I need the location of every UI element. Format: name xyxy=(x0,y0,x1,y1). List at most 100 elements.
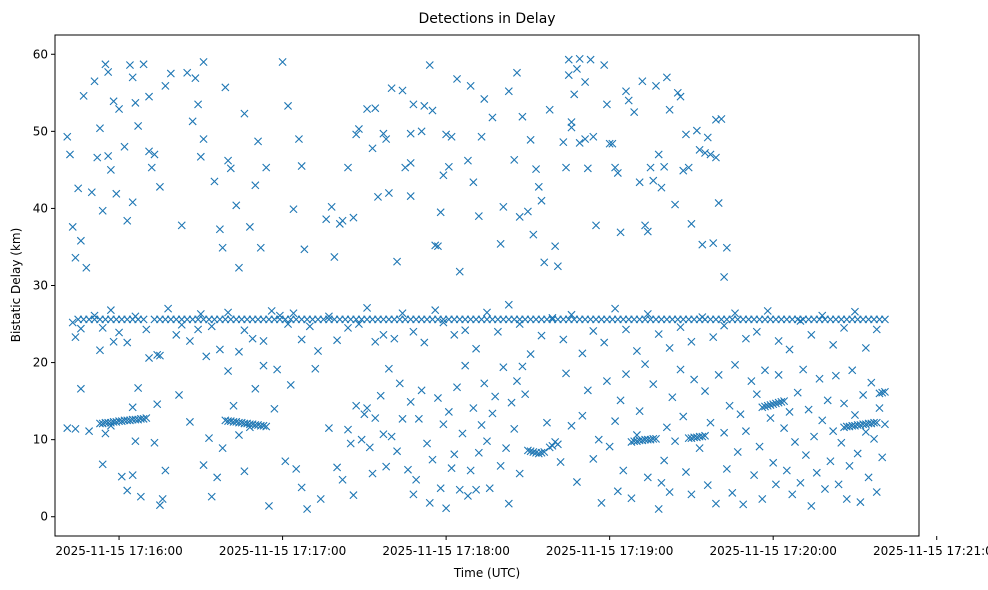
data-point xyxy=(436,208,445,217)
data-point xyxy=(175,390,184,399)
data-point xyxy=(534,182,543,191)
data-point xyxy=(134,121,143,130)
data-point xyxy=(676,92,685,101)
data-point xyxy=(240,109,249,118)
data-point xyxy=(810,432,819,441)
data-point xyxy=(474,212,483,221)
data-point xyxy=(766,414,775,423)
data-point xyxy=(521,390,530,399)
data-point xyxy=(790,437,799,446)
data-point xyxy=(297,162,306,171)
data-point xyxy=(485,484,494,493)
data-point xyxy=(472,344,481,353)
data-point xyxy=(461,361,470,370)
y-tick-label: 40 xyxy=(33,201,48,215)
data-point xyxy=(578,411,587,420)
data-point xyxy=(801,451,810,460)
data-point xyxy=(807,330,816,339)
data-point xyxy=(442,130,451,139)
data-point xyxy=(363,404,372,413)
data-point xyxy=(185,417,194,426)
data-point xyxy=(431,306,440,315)
data-point xyxy=(575,138,584,147)
data-point xyxy=(512,68,521,77)
data-point xyxy=(224,156,233,165)
data-point xyxy=(395,379,404,388)
data-point xyxy=(324,424,333,433)
x-tick-label: 2025-11-15 17:18:00 xyxy=(382,544,509,558)
data-point xyxy=(376,391,385,400)
data-point xyxy=(733,447,742,456)
data-point xyxy=(627,494,636,503)
data-point xyxy=(564,55,573,64)
data-point xyxy=(128,403,137,412)
data-point xyxy=(564,71,573,80)
data-point xyxy=(431,241,440,250)
data-point xyxy=(861,427,870,436)
data-point xyxy=(262,163,271,172)
data-point xyxy=(275,311,284,320)
data-point xyxy=(294,135,303,144)
y-tick-label: 0 xyxy=(40,510,48,524)
data-point xyxy=(349,213,358,222)
data-point xyxy=(711,499,720,508)
data-point xyxy=(245,222,254,231)
data-point xyxy=(635,407,644,416)
data-point xyxy=(774,398,783,407)
data-point xyxy=(480,379,489,388)
data-point xyxy=(496,239,505,248)
data-point xyxy=(559,335,568,344)
data-point xyxy=(878,453,887,462)
data-point xyxy=(123,216,132,225)
data-point xyxy=(425,61,434,70)
data-point xyxy=(398,86,407,95)
data-point xyxy=(842,495,851,503)
data-point xyxy=(752,390,761,399)
data-point xyxy=(581,78,590,87)
data-point xyxy=(131,437,140,446)
y-tick-label: 30 xyxy=(33,279,48,293)
data-point xyxy=(853,449,862,458)
data-point xyxy=(491,392,500,401)
data-point xyxy=(665,488,674,497)
data-point xyxy=(106,421,115,430)
data-point xyxy=(662,73,671,82)
data-point xyxy=(780,424,789,433)
data-point xyxy=(504,300,513,309)
data-point xyxy=(207,322,216,331)
data-point xyxy=(142,325,151,334)
data-point xyxy=(567,421,576,430)
data-point xyxy=(823,396,832,405)
data-point xyxy=(360,410,369,419)
data-point xyxy=(379,430,388,439)
data-point xyxy=(643,227,652,236)
data-point xyxy=(687,337,696,346)
data-point xyxy=(98,323,107,332)
x-tick-label: 2025-11-15 17:16:00 xyxy=(55,544,182,558)
data-point xyxy=(671,200,680,209)
data-point xyxy=(529,230,538,239)
data-point xyxy=(526,350,535,359)
data-point xyxy=(859,390,868,399)
data-point xyxy=(613,487,622,496)
data-point xyxy=(507,398,516,407)
data-point xyxy=(98,460,107,469)
data-point xyxy=(559,138,568,147)
data-point xyxy=(687,219,696,228)
data-point xyxy=(199,135,208,144)
data-point xyxy=(338,216,347,225)
data-point xyxy=(815,374,824,383)
data-point xyxy=(654,150,663,159)
y-tick-label: 10 xyxy=(33,433,48,447)
data-point xyxy=(251,384,260,393)
data-point xyxy=(526,135,535,144)
data-point xyxy=(439,318,448,327)
data-point xyxy=(671,437,680,446)
data-point xyxy=(232,201,241,210)
data-point xyxy=(681,468,690,477)
data-point xyxy=(875,389,884,398)
data-point xyxy=(711,153,720,162)
data-point xyxy=(870,418,879,427)
data-point xyxy=(709,239,718,248)
data-point xyxy=(117,472,126,481)
